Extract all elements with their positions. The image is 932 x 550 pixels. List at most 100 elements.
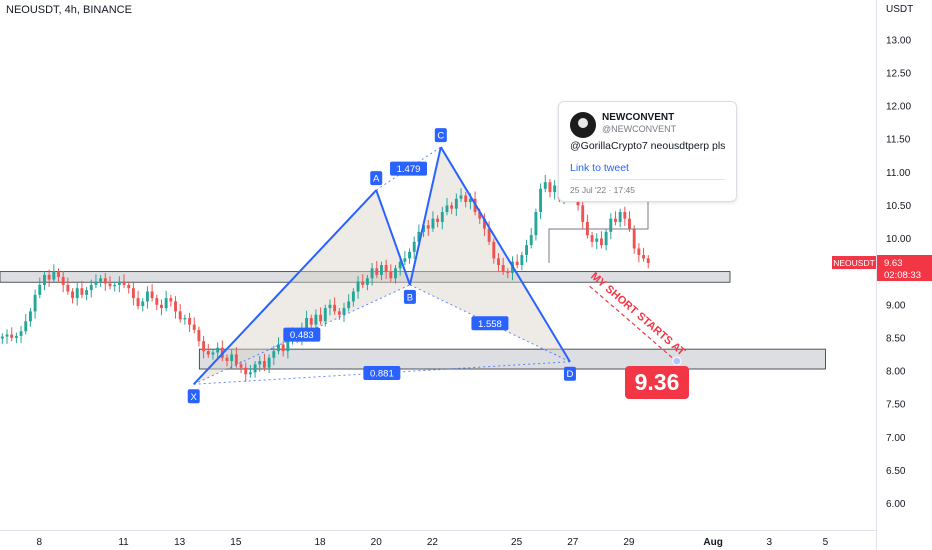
candle <box>99 278 103 282</box>
point-label-bg <box>370 171 383 186</box>
symbol-title[interactable]: NEOUSDT, 4h, BINANCE <box>6 4 132 16</box>
candle <box>506 271 510 273</box>
candle <box>169 298 173 302</box>
candle <box>127 284 131 289</box>
candle <box>24 321 28 332</box>
candle <box>623 212 627 219</box>
y-tick-label: 6.00 <box>886 499 906 510</box>
candle <box>370 268 374 279</box>
candle <box>450 205 454 209</box>
candle <box>412 241 416 252</box>
countdown-label: 02:08:33 <box>884 270 921 281</box>
ratio-label: 0.881 <box>370 368 394 379</box>
y-tick-label: 8.50 <box>886 333 906 344</box>
candle <box>188 318 192 325</box>
candle <box>103 278 107 284</box>
x-tick-label: 18 <box>315 537 327 548</box>
candle <box>642 255 646 259</box>
y-tick-label: 12.50 <box>886 68 911 79</box>
candle <box>239 364 243 368</box>
y-tick-label: 8.00 <box>886 367 906 378</box>
candle <box>436 218 440 222</box>
candle <box>47 274 51 280</box>
point-label: B <box>407 292 413 303</box>
candle <box>52 271 56 280</box>
pattern-fill-layer <box>193 147 570 385</box>
zones-layer <box>0 271 826 370</box>
candle <box>150 291 154 299</box>
x-tick-label: 8 <box>37 537 43 548</box>
candle <box>183 318 187 320</box>
candle <box>277 344 280 352</box>
candle <box>160 304 163 309</box>
current-symbol-label: NEOUSDT <box>833 258 875 268</box>
candle <box>482 218 486 229</box>
candle <box>248 372 252 375</box>
candle <box>365 278 369 285</box>
candle <box>145 291 149 302</box>
candle <box>590 235 594 242</box>
candle <box>234 354 238 365</box>
x-tick-label: 11 <box>118 537 129 548</box>
candle <box>319 314 323 322</box>
candle <box>604 231 608 246</box>
candle <box>131 288 135 299</box>
x-tick-label: 3 <box>767 537 773 548</box>
ratio-label: 1.558 <box>478 319 502 330</box>
candle <box>94 281 98 285</box>
candle <box>347 301 351 309</box>
candle <box>281 344 285 352</box>
candle <box>609 218 613 232</box>
candle <box>426 225 430 229</box>
candle <box>403 258 407 262</box>
candle <box>28 311 32 322</box>
candle <box>286 341 290 352</box>
candle <box>525 245 528 256</box>
price-axis-currency: USDT <box>886 4 913 15</box>
tweet-author-name: NEWCONVENT <box>602 112 675 123</box>
candle <box>614 218 617 222</box>
tweet-author-handle: @NEWCONVENT <box>602 124 677 134</box>
candle <box>478 212 482 219</box>
candle <box>356 281 360 292</box>
candle <box>646 258 650 264</box>
tweet-avatar <box>570 112 596 138</box>
tweet-link[interactable]: Link to tweet <box>570 162 629 174</box>
tweet-card[interactable]: NEWCONVENT @NEWCONVENT @GorillaCrypto7 n… <box>558 101 737 202</box>
candle <box>33 294 37 312</box>
candle <box>113 284 117 287</box>
candle <box>314 314 318 325</box>
candle <box>202 341 206 352</box>
candle <box>305 318 309 328</box>
point-label: A <box>373 174 380 185</box>
candle <box>487 228 491 242</box>
candle <box>539 188 543 212</box>
y-tick-label: 6.50 <box>886 466 906 477</box>
candle <box>192 324 196 330</box>
candle <box>5 334 9 337</box>
current-price-label: 9.63 <box>884 258 903 269</box>
tweet-connector <box>548 200 649 264</box>
candle <box>543 182 547 189</box>
candle <box>501 265 505 272</box>
candle <box>178 311 182 320</box>
point-label: X <box>191 392 198 403</box>
pattern-leg <box>408 146 442 286</box>
x-tick-label: 15 <box>230 537 242 548</box>
candle <box>398 261 402 269</box>
candle <box>10 334 14 338</box>
candle <box>333 304 337 312</box>
y-tick-label: 13.00 <box>886 35 911 46</box>
tweet-text: @GorillaCrypto7 neousdtperp pls <box>570 140 726 152</box>
pattern-leg <box>193 189 377 385</box>
candle <box>445 205 449 212</box>
pattern-layer: 1.479 0.483 1.558 0.881 X A B C D <box>187 128 576 404</box>
x-tick-label: 27 <box>567 537 579 548</box>
candle <box>43 274 46 285</box>
candle <box>534 212 538 236</box>
point-label: C <box>437 131 444 142</box>
candle <box>361 281 365 285</box>
y-tick-label: 10.00 <box>886 234 911 245</box>
